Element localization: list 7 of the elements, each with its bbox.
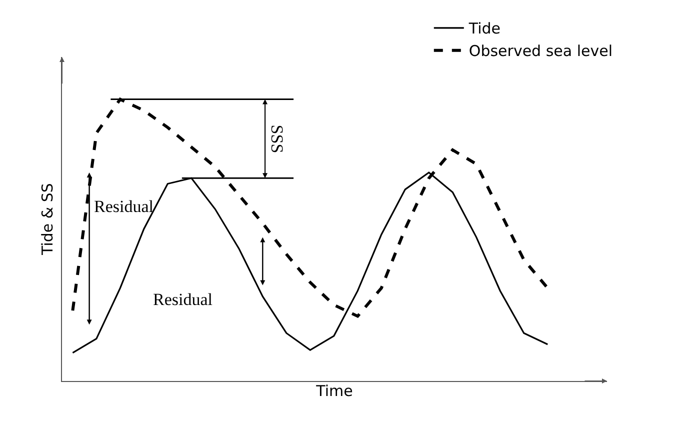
- y-axis-title: Tide & SS: [38, 183, 56, 256]
- legend-label: Observed sea level: [468, 42, 613, 60]
- annotation: Residual: [153, 290, 213, 309]
- x-axis-title: Time: [315, 382, 353, 400]
- annotation: Residual: [94, 197, 154, 216]
- legend-label: Tide: [468, 20, 501, 38]
- annotation: SSS: [268, 124, 287, 154]
